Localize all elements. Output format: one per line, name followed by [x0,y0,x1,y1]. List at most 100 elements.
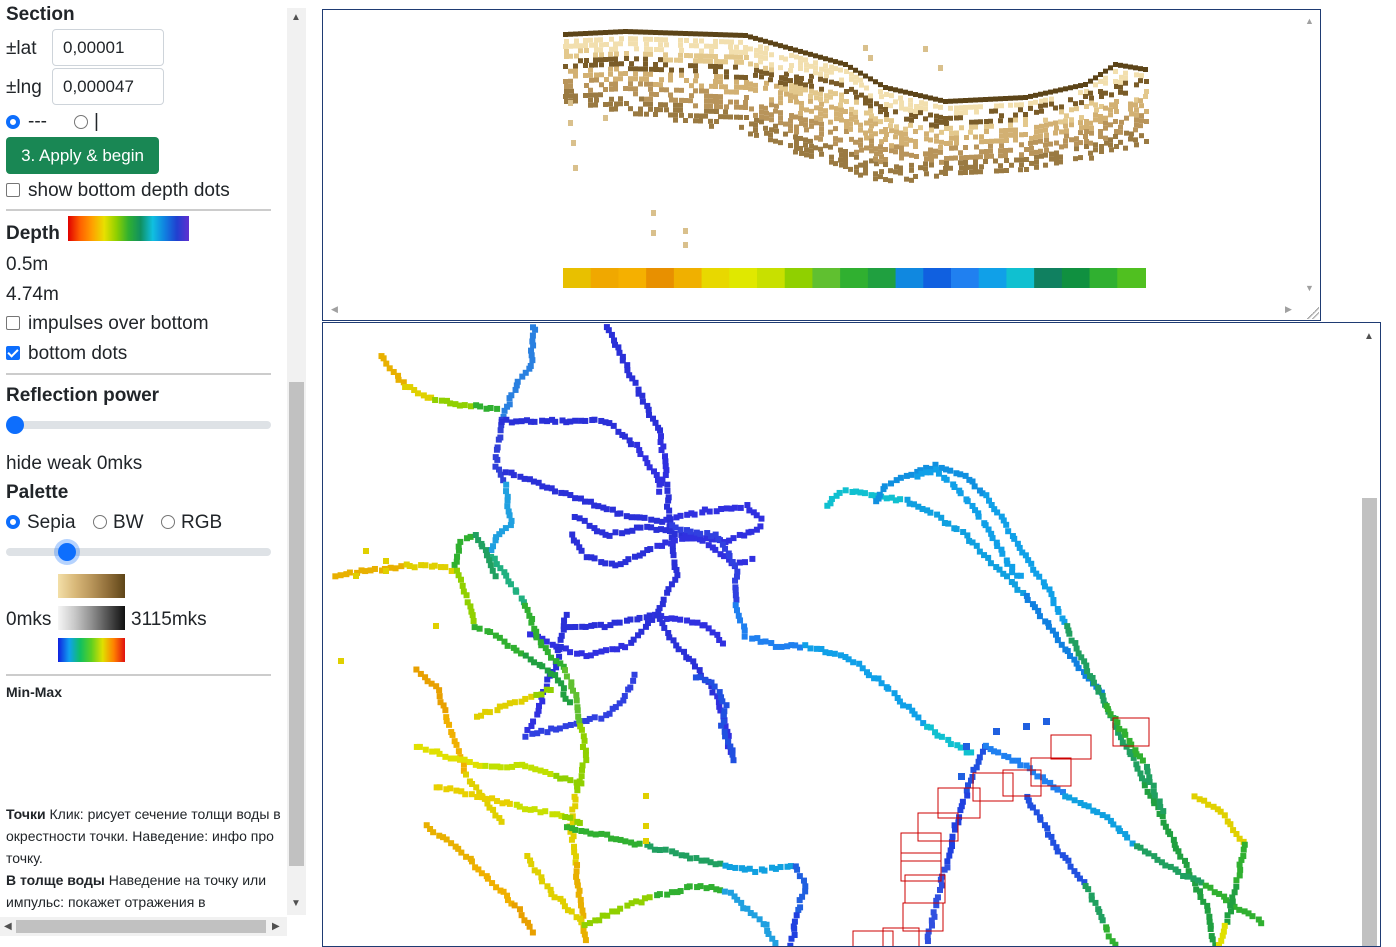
track-dot [581,737,588,744]
section-dot [904,136,909,142]
map-vertical-scrollbar[interactable]: ▲ [1361,323,1379,946]
section-dot [849,116,854,122]
track-dot [1085,803,1092,810]
track-dot [726,864,733,871]
sidebar-horizontal-scrollbar[interactable]: ◀ ▶ [0,917,287,936]
track-dot [602,419,609,426]
section-dot [938,144,943,150]
section-profile[interactable] [323,10,1320,320]
section-dot [648,81,653,87]
section-dot [949,145,954,151]
section-dot [1134,117,1139,123]
apply-begin-button[interactable]: 3. Apply & begin [6,137,159,174]
map-scroll-thumb[interactable] [1362,498,1377,946]
section-dot [944,161,949,166]
palette-bw-radio[interactable] [93,515,107,529]
reflection-slider[interactable] [6,416,271,434]
track-dot [672,524,679,531]
bottom-dots-checkbox[interactable] [6,346,20,360]
track-dot [580,927,587,934]
section-dot [773,41,778,47]
sidebar-vertical-scrollbar[interactable]: ▲ ▼ [287,8,306,915]
lat-input[interactable] [52,29,164,66]
section-dot [1048,141,1053,147]
track-dot [466,759,473,766]
reflection-slider-thumb[interactable] [6,416,24,434]
scroll-left-arrow-icon[interactable]: ◀ [331,304,338,314]
track-dot [475,537,482,544]
sidebar-scroll-thumb[interactable] [289,382,304,866]
sidebar-hscroll-thumb[interactable] [16,920,266,933]
track-dot [537,639,544,646]
palette-slider-thumb[interactable] [58,543,76,561]
section-dot [913,129,918,134]
track-dot [489,880,496,887]
section-dot [588,102,593,108]
section-dot [844,119,849,124]
section-dot [804,62,809,68]
section-dot [763,65,768,71]
track-dot [732,602,739,609]
track-dot [951,826,958,833]
track-dot [572,417,579,424]
track-dot [591,555,598,562]
impulses-over-bottom-checkbox[interactable] [6,316,20,330]
track-dot [1122,731,1129,738]
scroll-up-arrow-icon[interactable]: ▲ [291,12,301,23]
section-dot [1019,142,1024,148]
scroll-left-arrow-icon[interactable]: ◀ [4,921,12,932]
section-dot [909,152,914,158]
section-dot [823,56,828,62]
track-dot [737,617,744,624]
track-dot [633,898,640,905]
track-dot [989,535,996,542]
section-dot [734,84,739,90]
section-dot [863,45,868,51]
map-panel[interactable]: ▲ [322,322,1381,947]
radio-dash[interactable] [6,115,20,129]
scroll-down-arrow-icon[interactable]: ▼ [291,898,301,909]
track-dot [686,883,693,890]
track-dot [470,617,477,624]
section-view-panel[interactable]: ▲ ▼ ◀ ▶ [322,9,1321,321]
track-dot [827,500,834,507]
scroll-down-arrow-icon[interactable]: ▼ [1305,283,1314,293]
track-dot [586,920,593,927]
radio-pipe[interactable] [74,115,88,129]
track-dot [732,577,739,584]
scroll-up-arrow-icon[interactable]: ▲ [1364,331,1374,342]
palette-slider[interactable] [6,543,271,561]
section-dot [713,44,718,49]
section-dot [723,32,728,38]
track-dot [883,495,890,502]
track-dot [533,628,540,635]
track-dot [1100,697,1107,704]
track-dot [744,905,751,912]
track-dot [630,677,637,684]
show-bottom-depth-dots-checkbox[interactable] [6,183,20,197]
scroll-up-arrow-icon[interactable]: ▲ [1305,16,1314,26]
palette-rgb-radio[interactable] [161,515,175,529]
scroll-right-arrow-icon[interactable]: ▶ [1285,304,1292,314]
track-dot [549,811,556,818]
section-dot [1028,100,1033,106]
track-dot [707,859,714,866]
section-dot [1073,84,1078,90]
track-dot [586,715,593,722]
track-dot [1073,660,1080,667]
section-dot [934,113,939,119]
resize-handle-icon[interactable] [1307,307,1319,319]
track-dot [433,683,440,690]
section-dot [564,84,569,89]
section-dot [854,149,859,155]
section-dot [818,91,823,97]
track-dot [492,537,499,544]
section-dot [759,109,764,115]
section-dot [663,52,668,58]
section-dot [618,71,623,77]
lng-input[interactable] [52,68,164,105]
track-map[interactable] [323,323,1380,946]
section-dot [679,112,684,118]
palette-sepia-radio[interactable] [6,515,20,529]
scroll-right-arrow-icon[interactable]: ▶ [272,921,280,932]
